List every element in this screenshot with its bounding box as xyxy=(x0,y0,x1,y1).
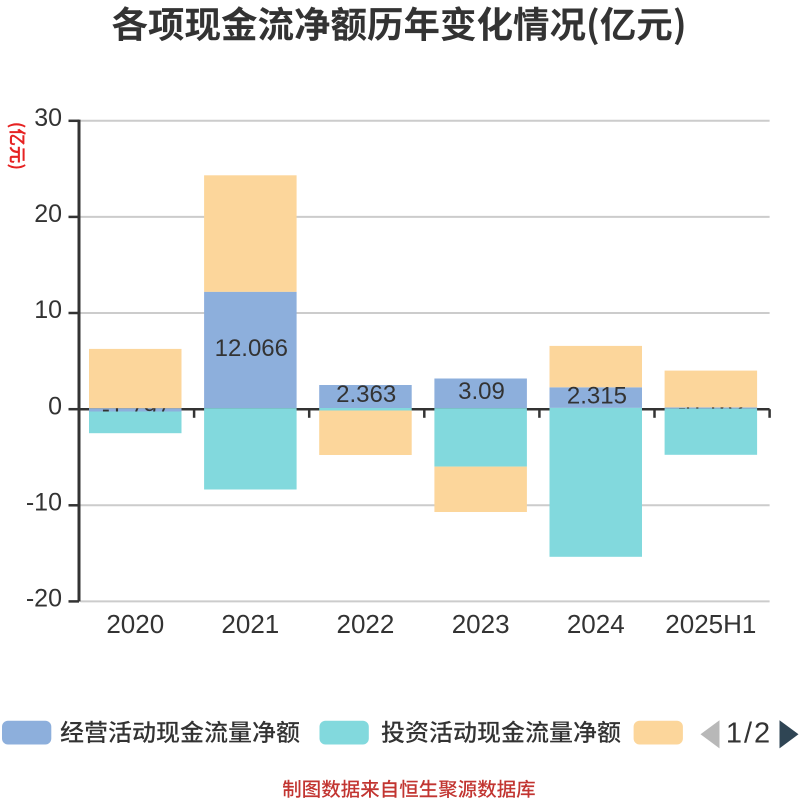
svg-text:2022: 2022 xyxy=(337,609,395,639)
svg-text:2.315: 2.315 xyxy=(567,382,627,409)
svg-text:0: 0 xyxy=(48,392,62,420)
svg-text:-20: -20 xyxy=(26,585,62,613)
svg-text:12.066: 12.066 xyxy=(215,335,288,362)
svg-text:3.09: 3.09 xyxy=(458,378,505,405)
svg-text:10: 10 xyxy=(34,296,62,324)
svg-text:-10: -10 xyxy=(26,489,62,517)
svg-text:2025H1: 2025H1 xyxy=(665,609,756,639)
svg-text:30: 30 xyxy=(34,104,62,132)
svg-text:2024: 2024 xyxy=(567,609,625,639)
svg-text:2020: 2020 xyxy=(106,609,164,639)
svg-text:20: 20 xyxy=(34,200,62,228)
svg-text:2023: 2023 xyxy=(452,609,510,639)
svg-text:1/2: 1/2 xyxy=(726,718,772,750)
svg-text:2.363: 2.363 xyxy=(336,381,396,408)
svg-text:2021: 2021 xyxy=(221,609,279,639)
